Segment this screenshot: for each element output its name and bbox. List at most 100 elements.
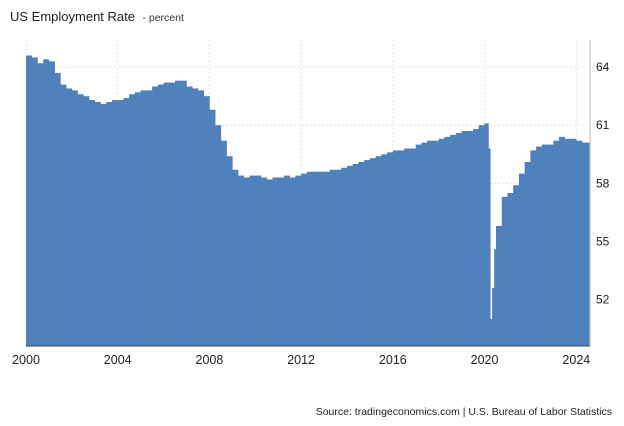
y-tick-label: 64	[596, 60, 610, 74]
data-bar	[272, 177, 279, 346]
data-bar	[444, 136, 451, 346]
source-text: Source: tradingeconomics.com | U.S. Bure…	[315, 406, 612, 418]
data-bar	[392, 150, 399, 346]
data-bar	[289, 177, 296, 346]
data-bar	[83, 96, 90, 347]
data-bar	[507, 193, 514, 346]
data-bar	[473, 129, 480, 346]
data-bar	[375, 156, 382, 346]
data-bar	[438, 138, 445, 346]
data-bar	[175, 80, 182, 346]
data-bar	[192, 88, 199, 346]
data-bar	[455, 132, 462, 346]
data-bar	[232, 169, 239, 346]
data-bar	[243, 177, 250, 346]
data-bar	[209, 109, 216, 346]
data-bar	[54, 72, 61, 347]
data-bar	[398, 150, 405, 346]
data-bar	[335, 169, 342, 346]
data-bar	[324, 171, 331, 346]
data-bar	[43, 59, 50, 346]
data-bar	[100, 103, 107, 346]
data-bar	[488, 148, 491, 346]
y-tick-label: 58	[596, 176, 610, 190]
x-tick-label: 2012	[287, 353, 315, 367]
data-bar	[301, 173, 308, 346]
x-tick-label: 2000	[12, 353, 40, 367]
data-bar	[364, 160, 371, 346]
data-bar	[524, 162, 531, 346]
y-tick-label: 52	[596, 293, 610, 307]
data-bar	[581, 142, 589, 346]
data-bar	[559, 136, 566, 346]
data-bar	[410, 148, 417, 346]
data-bar	[186, 86, 193, 346]
data-bar	[89, 100, 96, 347]
data-bar	[77, 94, 84, 347]
data-bar	[146, 90, 153, 346]
data-bar	[180, 80, 187, 346]
data-bar	[421, 142, 428, 346]
chart-title-main: US Employment Rate	[10, 9, 135, 24]
data-bar	[266, 179, 273, 346]
data-bar	[140, 90, 147, 346]
x-tick-label: 2024	[562, 353, 590, 367]
data-bar	[427, 140, 434, 346]
x-tick-label: 2016	[379, 353, 407, 367]
data-bar	[31, 57, 38, 346]
data-bar	[341, 167, 348, 346]
data-bar	[369, 158, 376, 346]
x-tick-label: 2004	[104, 353, 132, 367]
data-bar	[249, 175, 256, 346]
data-bar	[66, 88, 73, 346]
data-bar	[461, 131, 468, 346]
data-bar	[117, 100, 124, 347]
data-bar	[48, 61, 55, 346]
data-bar	[432, 140, 439, 346]
data-bar	[484, 123, 489, 347]
data-bar	[306, 171, 313, 346]
data-bar	[26, 55, 33, 346]
data-bar	[547, 144, 554, 346]
data-bar	[238, 175, 245, 346]
data-bar	[478, 125, 485, 347]
data-bar	[352, 163, 359, 346]
data-bar	[129, 94, 136, 347]
data-bar	[587, 142, 591, 346]
data-bar	[494, 249, 497, 346]
x-tick-label: 2020	[471, 353, 499, 367]
data-bar	[261, 177, 268, 346]
data-bar	[536, 146, 543, 346]
data-bar	[226, 156, 233, 346]
data-bar	[492, 287, 495, 346]
data-bar	[169, 82, 176, 346]
chart-title-unit: - percent	[142, 12, 184, 24]
data-bar	[255, 175, 262, 346]
data-bar	[312, 171, 319, 346]
data-bar	[60, 84, 67, 346]
data-bar	[576, 140, 583, 346]
chart-title: US Employment Rate - percent	[10, 8, 184, 26]
data-bar	[501, 196, 508, 346]
chart-bars	[26, 55, 591, 347]
data-bar	[203, 96, 210, 347]
data-bar	[387, 152, 394, 346]
data-bar	[71, 90, 78, 346]
data-bar	[134, 92, 141, 346]
data-bar	[358, 162, 365, 346]
data-bar	[295, 175, 302, 346]
data-bar	[346, 165, 354, 346]
data-bar	[111, 100, 119, 347]
data-bar	[518, 173, 525, 346]
data-bar	[37, 63, 44, 346]
data-bar	[467, 131, 474, 346]
data-bar	[283, 175, 290, 346]
data-bar	[123, 98, 130, 347]
data-bar	[157, 84, 164, 346]
x-tick-label: 2008	[196, 353, 224, 367]
chart-axes	[26, 40, 591, 347]
data-bar	[404, 148, 411, 346]
data-bar	[381, 154, 388, 346]
y-tick-label: 55	[596, 234, 610, 248]
